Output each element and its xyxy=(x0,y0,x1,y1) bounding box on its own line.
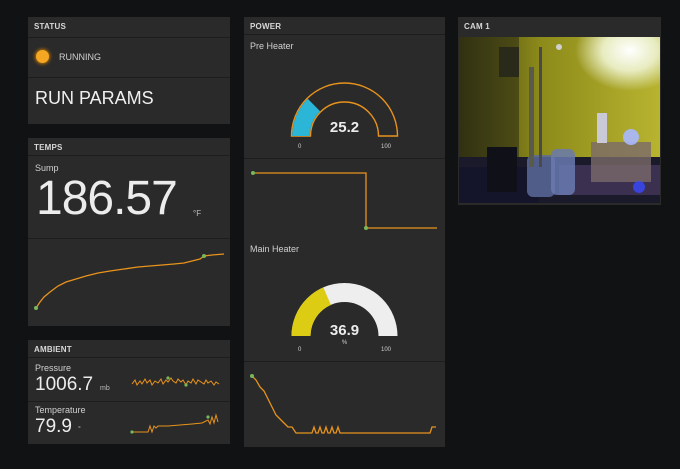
pre-heater-min: 0 xyxy=(298,144,302,150)
temperature-unit: ° xyxy=(78,426,81,433)
main-heater-sparkline xyxy=(250,374,436,434)
sump-sparkline-start-marker xyxy=(34,306,38,310)
pressure-sparkline xyxy=(131,376,220,387)
pressure-value: 1006.7 xyxy=(35,374,94,395)
sump-unit: °F xyxy=(193,209,202,218)
pre-heater-max: 100 xyxy=(381,144,392,150)
sump-label: Sump xyxy=(35,163,59,173)
pre-heater-label: Pre Heater xyxy=(250,41,294,51)
pressure-unit: mb xyxy=(100,385,110,392)
pre-heater-value: 25.2 xyxy=(329,119,360,136)
temperature-sparkline-end-marker xyxy=(206,415,210,419)
cam-panel: CAM 1 xyxy=(458,17,661,205)
ambient-panel: AMBIENT Pressure 1006.7 mb Temperature 7… xyxy=(28,340,230,444)
camera-feed-image xyxy=(459,37,660,203)
status-text: RUNNING xyxy=(59,52,101,62)
power-title: POWER xyxy=(250,22,282,31)
pre-heater-gauge xyxy=(290,82,399,137)
temps-panel: TEMPS Sump 186.57 °F xyxy=(28,138,230,326)
sump-temperature-sparkline xyxy=(34,253,225,310)
main-heater-unit: % xyxy=(341,340,348,346)
status-title: STATUS xyxy=(34,22,67,31)
temperature-value: 79.9 xyxy=(35,416,72,437)
ambient-title: AMBIENT xyxy=(34,345,72,354)
pre-heater-sparkline-end-marker xyxy=(364,226,368,230)
main-heater-value: 36.9 xyxy=(329,322,360,339)
main-heater-min: 0 xyxy=(298,347,302,353)
power-panel: POWER Pre Heater 25.2 0 100 Main Heater … xyxy=(244,17,445,447)
cam-title: CAM 1 xyxy=(464,22,490,31)
temps-title: TEMPS xyxy=(34,143,63,152)
main-heater-max: 100 xyxy=(381,347,392,353)
sump-value: 186.57 xyxy=(36,172,178,225)
main-heater-sparkline-start-marker xyxy=(250,374,254,378)
temperature-sparkline xyxy=(130,413,219,434)
status-panel: STATUS RUNNING RUN PARAMS xyxy=(28,17,230,124)
pre-heater-gauge-track xyxy=(290,82,399,137)
run-params-heading: RUN PARAMS xyxy=(35,88,154,108)
sump-sparkline-end-marker xyxy=(202,254,206,258)
main-heater-gauge-fill xyxy=(291,287,331,336)
pre-heater-sparkline-start-marker xyxy=(251,171,255,175)
pressure-sparkline-marker-a xyxy=(166,376,170,380)
running-indicator-icon xyxy=(34,48,51,65)
temperature-label: Temperature xyxy=(35,405,86,415)
pre-heater-gauge-fill xyxy=(292,98,321,136)
pressure-sparkline-marker-b xyxy=(184,383,188,387)
temperature-sparkline-start-marker xyxy=(130,430,134,434)
pressure-label: Pressure xyxy=(35,363,72,373)
main-heater-label: Main Heater xyxy=(250,244,300,254)
main-heater-gauge xyxy=(291,283,398,336)
pre-heater-sparkline xyxy=(251,171,437,230)
